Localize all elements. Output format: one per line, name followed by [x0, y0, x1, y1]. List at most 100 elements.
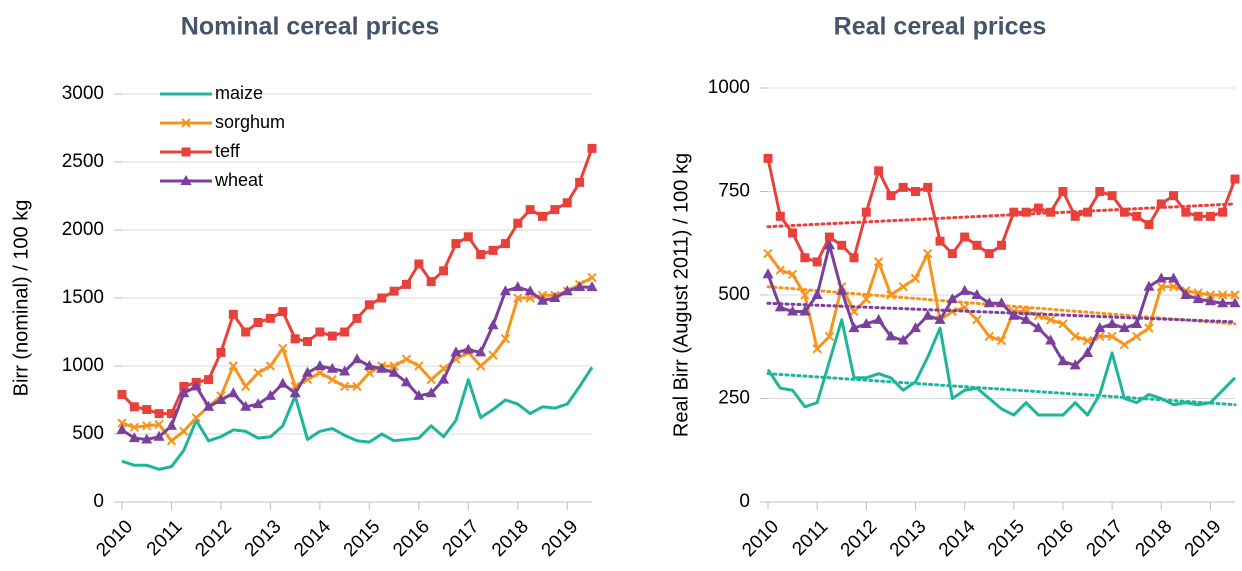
marker — [451, 239, 461, 249]
series-line — [121, 366, 594, 471]
marker — [117, 390, 127, 400]
y-axis-label: Real Birr (August 2011) / 100 kg — [670, 153, 692, 437]
marker — [972, 240, 982, 250]
marker — [775, 211, 785, 221]
marker — [947, 306, 958, 317]
marker — [253, 317, 263, 327]
marker — [1107, 191, 1117, 201]
x-tick-label: 2011 — [788, 516, 832, 560]
marker — [787, 305, 799, 316]
marker — [253, 368, 263, 378]
marker — [1169, 191, 1179, 201]
marker — [1082, 335, 1093, 346]
marker — [241, 327, 251, 337]
x-tick-label: 2015 — [984, 516, 1029, 561]
marker — [898, 282, 908, 292]
marker — [302, 366, 314, 377]
x-tick-label: 2010 — [92, 516, 137, 561]
marker — [849, 253, 859, 263]
marker — [775, 265, 785, 275]
marker — [800, 290, 810, 300]
marker — [1020, 313, 1032, 324]
marker — [265, 361, 276, 371]
marker — [351, 353, 363, 364]
marker — [154, 419, 164, 430]
marker — [129, 402, 139, 412]
marker — [524, 285, 536, 296]
marker — [774, 301, 786, 312]
marker — [1107, 331, 1117, 342]
marker — [314, 360, 326, 370]
marker — [203, 400, 215, 411]
marker — [117, 418, 127, 428]
marker — [1192, 293, 1204, 304]
marker — [364, 368, 375, 378]
marker — [1205, 290, 1216, 300]
marker — [897, 334, 909, 345]
marker — [1230, 290, 1240, 300]
marker — [425, 387, 437, 398]
marker — [1070, 211, 1080, 221]
marker — [1069, 359, 1081, 370]
x-tick-label: 2015 — [340, 516, 385, 561]
marker — [142, 405, 152, 415]
marker — [303, 337, 313, 347]
marker — [812, 344, 822, 354]
marker — [499, 285, 511, 296]
marker — [922, 309, 934, 320]
marker — [462, 343, 474, 354]
x-tick-label: 2016 — [389, 516, 434, 561]
marker — [800, 253, 810, 263]
series-line — [766, 318, 1237, 417]
marker — [1144, 323, 1154, 333]
marker — [1032, 322, 1044, 333]
marker — [886, 191, 896, 201]
marker — [129, 422, 140, 432]
marker — [1144, 220, 1154, 230]
marker — [1045, 334, 1057, 345]
y-tick-label: 1500 — [62, 287, 104, 308]
marker — [1217, 297, 1229, 308]
marker — [289, 387, 301, 398]
legend-item: wheat — [160, 170, 263, 190]
marker — [874, 166, 884, 176]
marker — [1132, 211, 1142, 221]
marker — [1155, 272, 1167, 283]
marker — [909, 322, 921, 333]
marker — [763, 248, 773, 259]
marker — [413, 389, 425, 400]
marker — [215, 394, 227, 404]
marker — [166, 409, 176, 419]
marker — [1095, 187, 1105, 196]
marker — [836, 284, 848, 295]
marker — [488, 350, 498, 360]
marker — [340, 327, 350, 337]
marker — [1082, 346, 1094, 357]
marker — [1058, 319, 1068, 329]
marker — [1156, 282, 1166, 292]
marker — [574, 281, 586, 292]
y-tick-label: 250 — [718, 388, 750, 409]
marker — [153, 430, 165, 441]
chart-title: Real cereal prices — [834, 13, 1047, 41]
y-tick-label: 1000 — [708, 77, 750, 98]
marker — [179, 381, 189, 391]
marker — [997, 240, 1006, 250]
marker — [1205, 211, 1215, 221]
marker — [1218, 207, 1228, 217]
marker — [166, 436, 177, 446]
marker — [788, 228, 798, 238]
marker — [1009, 207, 1019, 217]
marker — [525, 293, 535, 303]
marker — [227, 387, 239, 398]
marker — [1218, 290, 1228, 300]
marker — [228, 309, 238, 319]
marker — [265, 313, 275, 323]
series-line — [120, 147, 594, 416]
marker — [910, 273, 921, 284]
marker — [1181, 207, 1191, 217]
x-tick-label: 2013 — [241, 516, 286, 561]
marker — [1193, 288, 1203, 298]
y-tick-label: 1000 — [62, 355, 104, 376]
